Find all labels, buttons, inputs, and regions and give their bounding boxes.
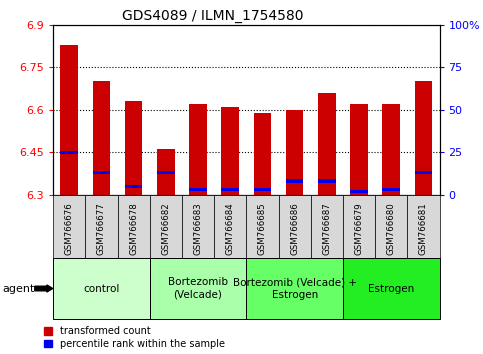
Bar — [189, 188, 207, 191]
Bar — [157, 149, 175, 195]
Bar — [286, 179, 303, 183]
Text: GSM766678: GSM766678 — [129, 202, 138, 255]
Text: Bortezomib
(Velcade): Bortezomib (Velcade) — [168, 277, 228, 300]
Text: agent: agent — [2, 284, 35, 293]
Text: control: control — [83, 284, 120, 293]
Bar — [254, 113, 271, 195]
Bar — [221, 107, 239, 195]
Text: GSM766676: GSM766676 — [65, 202, 74, 255]
Bar — [254, 188, 271, 191]
Text: GSM766677: GSM766677 — [97, 202, 106, 255]
Text: GSM766683: GSM766683 — [194, 202, 202, 255]
Bar — [414, 171, 432, 174]
Text: GSM766680: GSM766680 — [387, 202, 396, 255]
Bar — [125, 184, 142, 188]
Bar — [414, 81, 432, 195]
Bar — [157, 171, 175, 174]
Text: GSM766684: GSM766684 — [226, 202, 235, 255]
Text: GSM766679: GSM766679 — [355, 202, 364, 255]
Bar — [189, 104, 207, 195]
Bar — [125, 101, 142, 195]
Bar — [60, 45, 78, 195]
Text: GDS4089 / ILMN_1754580: GDS4089 / ILMN_1754580 — [122, 9, 303, 23]
Bar — [350, 190, 368, 193]
Text: GSM766685: GSM766685 — [258, 202, 267, 255]
Text: GSM766686: GSM766686 — [290, 202, 299, 255]
Text: GSM766682: GSM766682 — [161, 202, 170, 255]
Bar — [221, 188, 239, 191]
Text: GSM766681: GSM766681 — [419, 202, 428, 255]
Text: GSM766687: GSM766687 — [322, 202, 331, 255]
Legend: transformed count, percentile rank within the sample: transformed count, percentile rank withi… — [43, 326, 225, 349]
Bar — [350, 104, 368, 195]
Bar — [383, 104, 400, 195]
Text: Bortezomib (Velcade) +
Estrogen: Bortezomib (Velcade) + Estrogen — [233, 277, 356, 300]
Bar — [383, 188, 400, 191]
Bar — [318, 179, 336, 183]
Bar — [93, 171, 110, 174]
Bar — [318, 93, 336, 195]
Bar — [60, 150, 78, 154]
Bar — [286, 110, 303, 195]
Text: Estrogen: Estrogen — [368, 284, 414, 293]
Bar — [93, 81, 110, 195]
